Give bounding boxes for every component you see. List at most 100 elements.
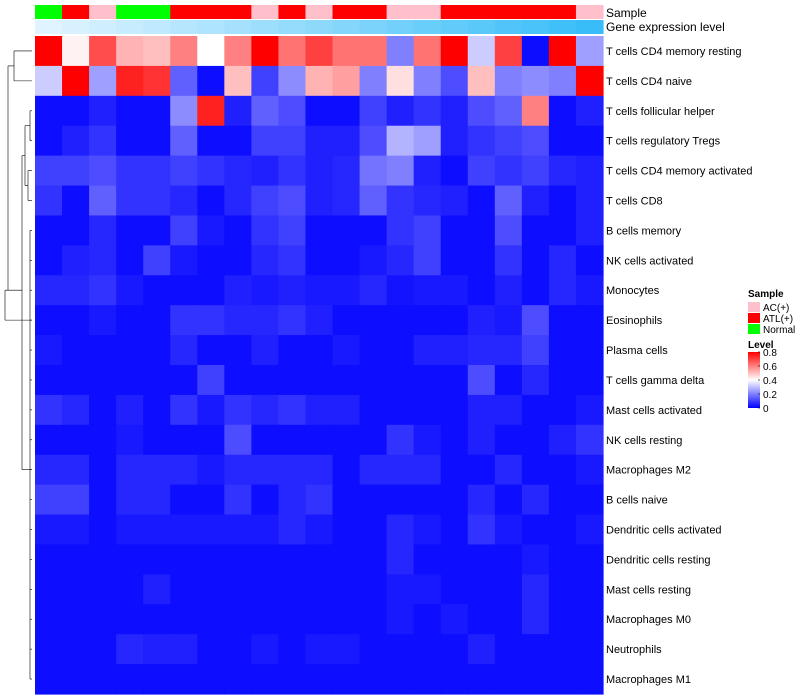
heatmap-cell: [332, 634, 361, 665]
heatmap-cell: [35, 95, 63, 127]
heatmap-cell: [440, 604, 469, 635]
heatmap-cell: [413, 215, 442, 246]
sample-annotation-cell: [521, 5, 550, 19]
heatmap-cell: [224, 65, 252, 97]
heatmap-cell: [548, 215, 577, 246]
heatmap-cell: [278, 215, 307, 246]
heatmap-cell: [278, 394, 307, 426]
heatmap-cell: [62, 514, 90, 546]
heatmap-cell: [89, 394, 117, 426]
heatmap-cell: [575, 484, 604, 516]
row-label: T cells gamma delta: [606, 375, 705, 387]
heatmap-cell: [170, 424, 198, 456]
level-annotation-title: Gene expression level: [606, 20, 725, 34]
heatmap-cell: [35, 514, 63, 546]
heatmap-cell: [332, 275, 361, 306]
heatmap-cell: [116, 544, 144, 575]
heatmap-cell: [278, 305, 307, 336]
sample-annotation-title: Sample: [606, 6, 647, 20]
heatmap-cell: [575, 36, 604, 67]
heatmap-cell: [548, 365, 577, 396]
heatmap-cell: [143, 95, 171, 127]
heatmap-cell: [224, 514, 252, 546]
heatmap-cell: [305, 574, 334, 605]
heatmap-cell: [521, 245, 550, 276]
heatmap-cell: [413, 544, 442, 575]
heatmap-cell: [494, 604, 523, 635]
row-label: Monocytes: [606, 285, 660, 297]
heatmap-cell: [35, 544, 63, 575]
level-annotation-cell: [413, 20, 442, 34]
heatmap-cell: [278, 245, 307, 276]
heatmap-cell: [170, 394, 198, 426]
heatmap-cell: [89, 544, 117, 575]
heatmap-cell: [197, 544, 225, 575]
legend-entry-label: AC(+): [763, 303, 789, 314]
heatmap-cell: [413, 155, 442, 187]
heatmap-cell: [359, 155, 388, 187]
heatmap-cell: [494, 365, 523, 396]
heatmap-cell: [143, 424, 171, 456]
level-annotation-cell: [494, 20, 523, 34]
heatmap-cell: [386, 484, 415, 516]
heatmap-cell: [170, 155, 198, 187]
column-annotations: [35, 5, 604, 34]
heatmap-cell: [116, 664, 144, 695]
heatmap-cell: [278, 424, 307, 456]
heatmap-cell: [224, 604, 252, 635]
heatmap-cell: [305, 365, 334, 396]
heatmap-cell: [548, 604, 577, 635]
legend-tick-label: 0.4: [763, 376, 777, 387]
heatmap-cell: [332, 125, 361, 157]
heatmap-cell: [197, 394, 225, 426]
heatmap-cell: [359, 275, 388, 306]
sample-annotation-cell: [62, 5, 90, 19]
heatmap-cell: [278, 544, 307, 575]
legend-sample-entries: AC(+)ATL(+)Normal: [748, 302, 795, 336]
heatmap-cell: [62, 95, 90, 127]
heatmap-cell: [467, 36, 496, 67]
heatmap-cell: [359, 365, 388, 396]
heatmap-cell: [305, 454, 334, 486]
heatmap-cell: [467, 394, 496, 426]
heatmap-cell: [548, 95, 577, 127]
heatmap-cell: [575, 544, 604, 575]
heatmap-cell: [143, 335, 171, 366]
heatmap-cell: [197, 155, 225, 187]
heatmap-cell: [251, 544, 280, 575]
heatmap-cell: [35, 365, 63, 396]
heatmap-cell: [467, 275, 496, 306]
heatmap-cell: [359, 664, 388, 695]
heatmap-cell: [305, 215, 334, 246]
legend-tick-label: 0.6: [763, 362, 777, 373]
sample-annotation-cell: [386, 5, 415, 19]
heatmap-cell: [548, 185, 577, 217]
heatmap-cell: [89, 125, 117, 157]
heatmap-cell: [170, 664, 198, 695]
heatmap-cell: [494, 544, 523, 575]
heatmap-cell: [548, 634, 577, 665]
heatmap-cell: [143, 454, 171, 486]
heatmap-cell: [467, 335, 496, 366]
heatmap-cell: [305, 95, 334, 127]
heatmap-cell: [197, 484, 225, 516]
heatmap-cell: [89, 95, 117, 127]
heatmap-cell: [224, 454, 252, 486]
legend-level-title: Level: [748, 340, 774, 351]
heatmap-cell: [224, 125, 252, 157]
heatmap-cell: [251, 574, 280, 605]
heatmap-cell: [278, 574, 307, 605]
level-annotation-cell: [224, 20, 252, 34]
heatmap-cell: [305, 424, 334, 456]
heatmap-cell: [224, 574, 252, 605]
heatmap-cell: [575, 185, 604, 217]
heatmap-cell: [521, 65, 550, 97]
heatmap-cell: [116, 36, 144, 67]
heatmap-cell: [305, 245, 334, 276]
heatmap-cell: [143, 664, 171, 695]
heatmap-cell: [251, 604, 280, 635]
heatmap-cell: [359, 36, 388, 67]
heatmap-cell: [62, 36, 90, 67]
heatmap-cell: [143, 155, 171, 187]
heatmap-cell: [386, 305, 415, 336]
